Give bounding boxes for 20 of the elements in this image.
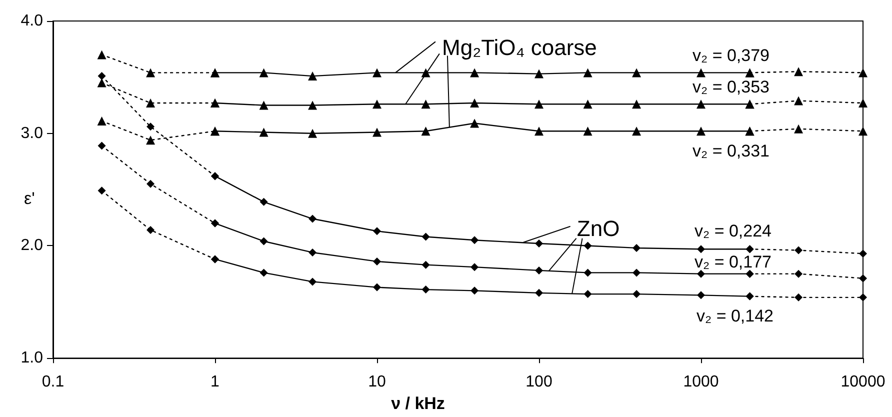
x-tick-label: 100 xyxy=(526,374,552,391)
annotation: ZnO xyxy=(576,216,620,241)
y-tick-label: 4.0 xyxy=(20,12,44,30)
x-tick-label: 10 xyxy=(368,374,386,391)
annotation: v₂ = 0,379 xyxy=(692,46,770,66)
x-tick-label: 10000 xyxy=(840,374,886,391)
x-axis-title: ν / kHz xyxy=(391,394,445,413)
y-tick-label: 1.0 xyxy=(20,350,44,367)
y-tick-label: 2.0 xyxy=(20,237,44,254)
annotation: v₂ = 0,142 xyxy=(696,306,774,326)
x-tick-label: 1000 xyxy=(683,374,719,391)
annotation: v₂ = 0,331 xyxy=(692,142,770,161)
annotation: Mg₂TiO₄ coarse xyxy=(442,35,597,60)
annotation: v₂ = 0,224 xyxy=(694,222,772,241)
annotation: v₂ = 0,177 xyxy=(694,252,772,272)
y-tick-label: 3.0 xyxy=(20,124,44,142)
x-tick-label: 0.1 xyxy=(42,374,64,391)
x-tick-label: 1 xyxy=(210,374,220,391)
annotation: v₂ = 0,353 xyxy=(692,78,770,97)
y-axis-title: ε' xyxy=(24,189,35,208)
